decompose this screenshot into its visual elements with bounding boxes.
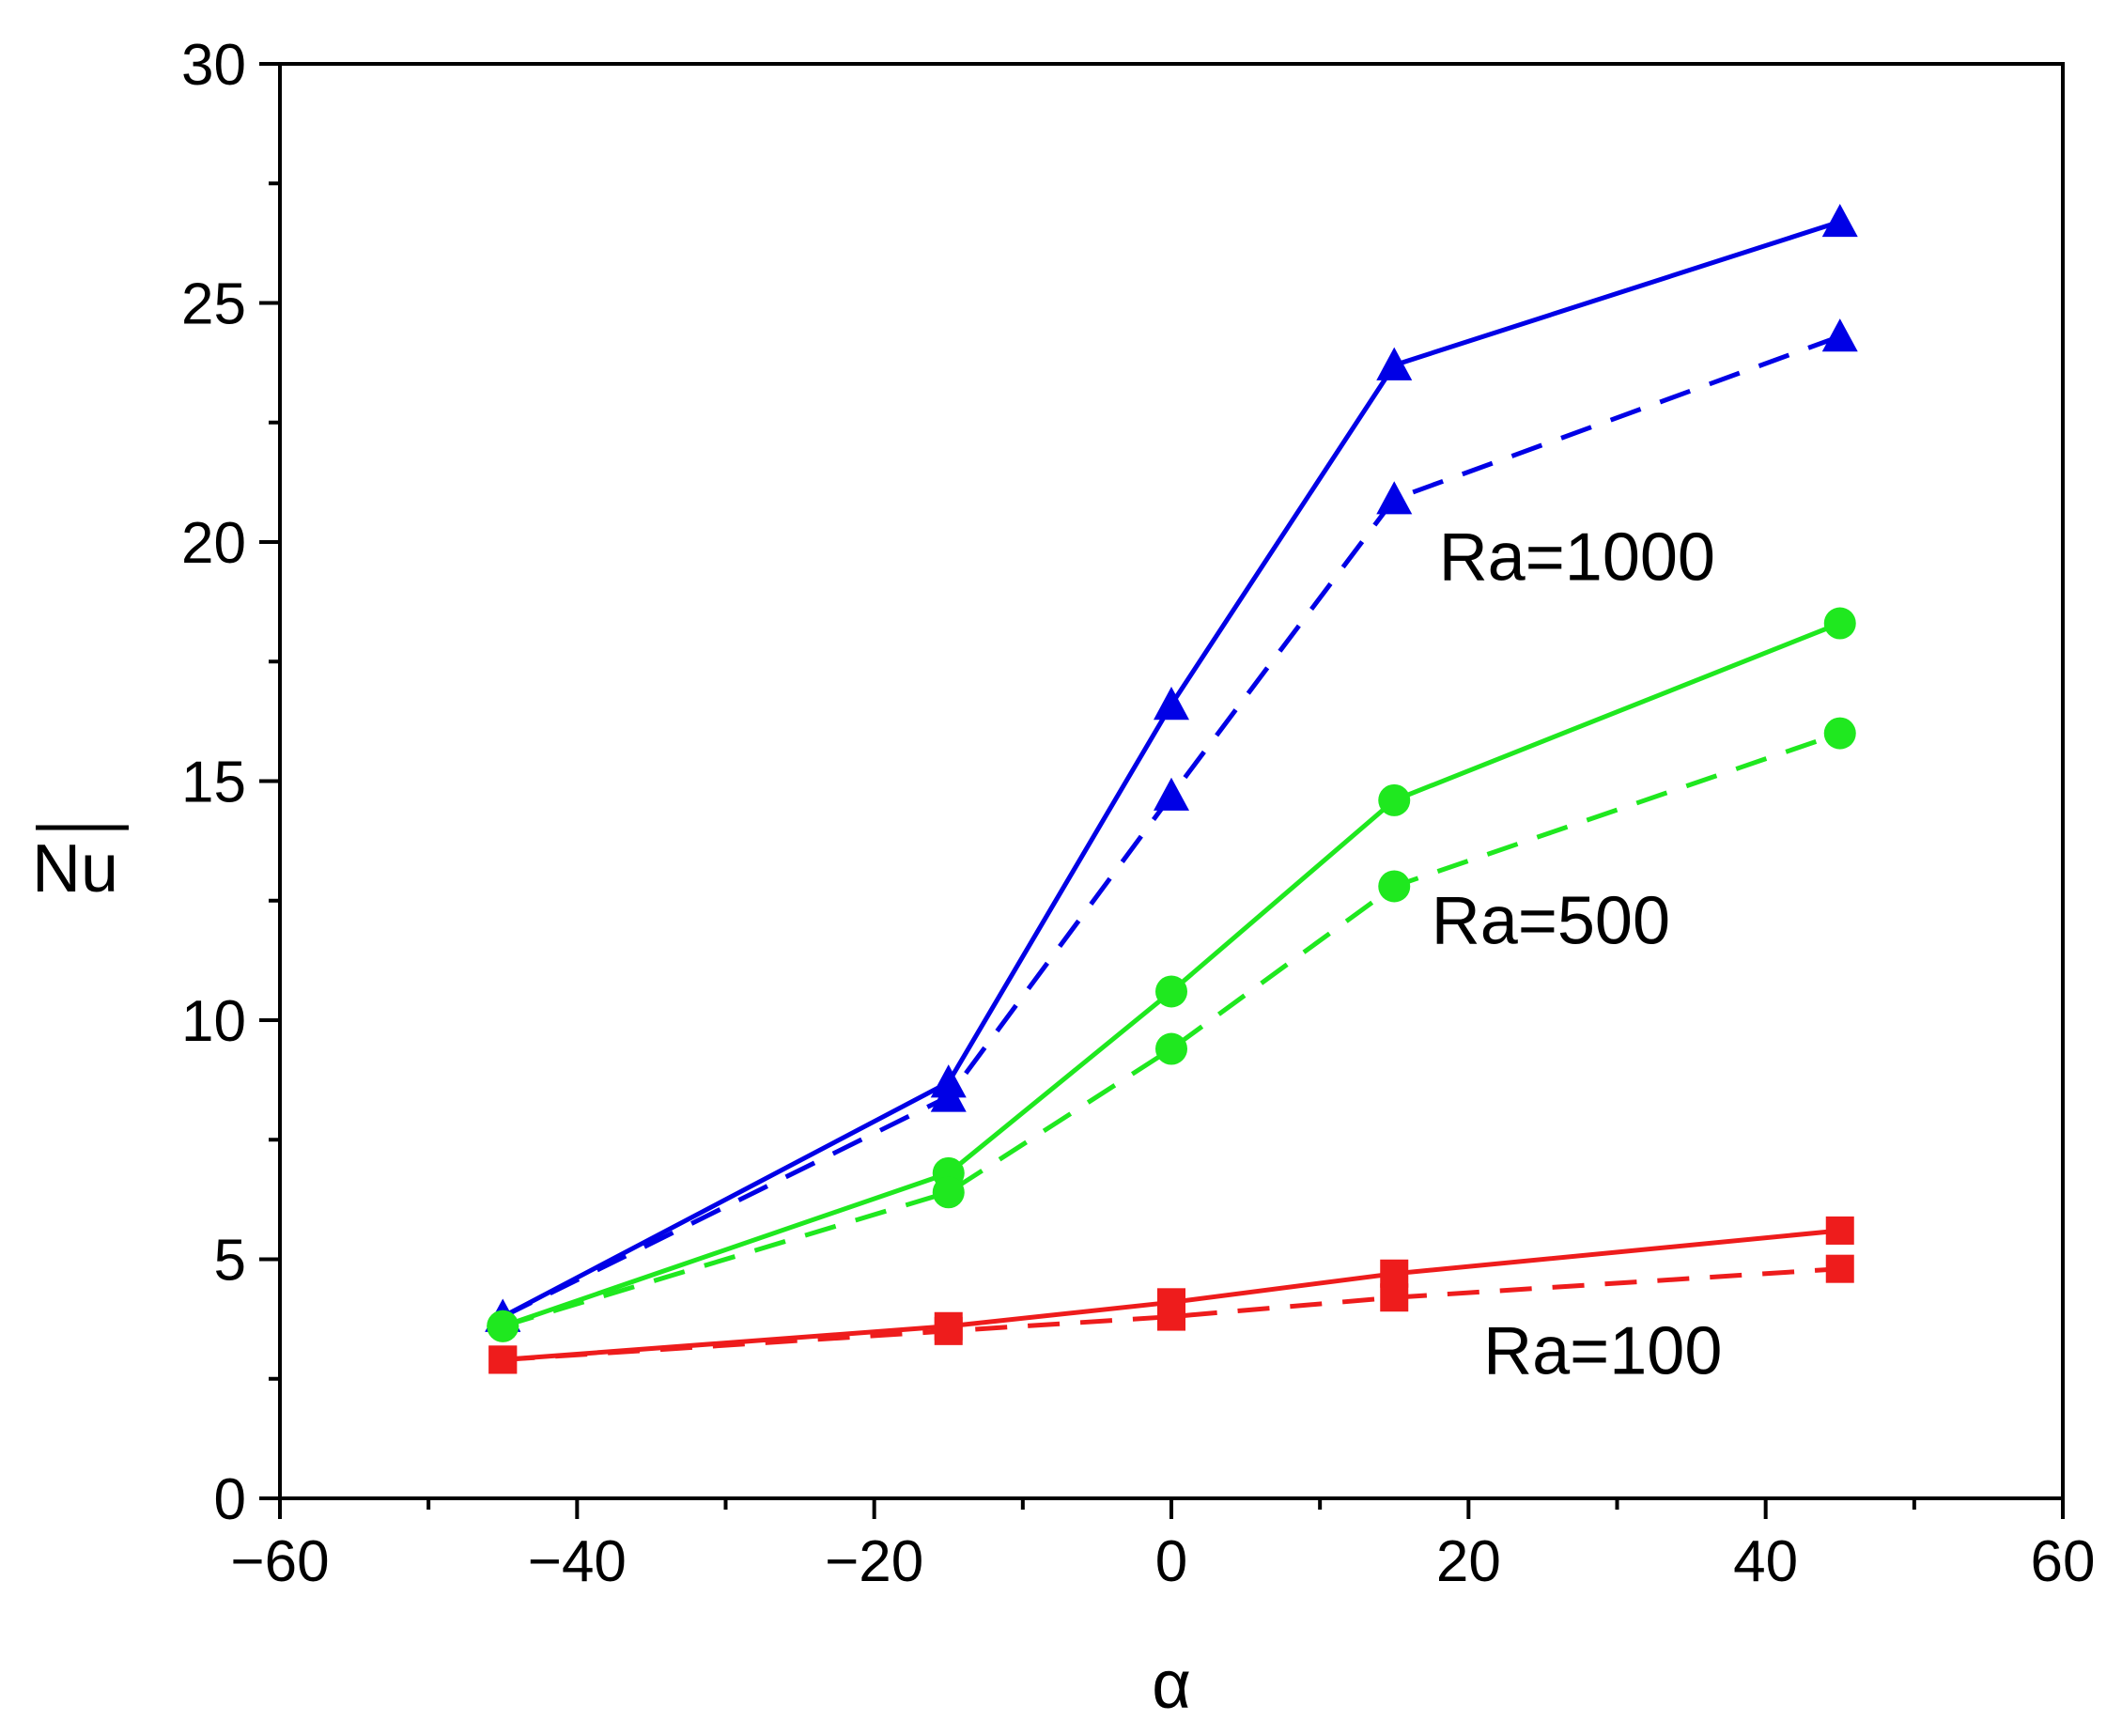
y-tick-label: 20 <box>181 511 246 576</box>
x-tick-label: 20 <box>1436 1529 1501 1594</box>
data-point-circle <box>1155 1032 1187 1065</box>
data-point-square <box>1380 1259 1409 1288</box>
data-point-square <box>488 1345 518 1374</box>
data-point-triangle <box>930 1078 967 1112</box>
data-point-square <box>934 1316 963 1345</box>
series-layer <box>485 203 1858 1374</box>
y-tick-label: 15 <box>181 751 246 815</box>
data-point-triangle <box>1376 481 1413 515</box>
data-point-circle <box>932 1176 965 1209</box>
x-tick-label: −40 <box>528 1529 627 1594</box>
data-point-square <box>1825 1216 1854 1245</box>
y-axis-title: Nu <box>32 831 118 907</box>
data-point-square <box>1380 1283 1409 1312</box>
series-annotation: Ra=100 <box>1483 1314 1722 1389</box>
y-tick-label: 25 <box>181 272 246 337</box>
data-point-circle <box>1155 975 1187 1008</box>
series-annotation: Ra=1000 <box>1439 520 1715 596</box>
x-tick-label: 0 <box>1155 1529 1187 1594</box>
x-tick-label: 60 <box>2031 1529 2096 1594</box>
data-point-square <box>1825 1254 1854 1283</box>
data-point-circle <box>1378 783 1411 816</box>
series-line <box>502 219 1841 1319</box>
data-point-square <box>1157 1302 1185 1331</box>
data-point-circle <box>487 1310 519 1342</box>
x-tick-label: 40 <box>1733 1529 1798 1594</box>
data-point-circle <box>1378 870 1411 903</box>
data-point-triangle <box>1154 687 1189 721</box>
series-6 <box>488 1254 1854 1374</box>
data-point-triangle <box>1821 203 1858 238</box>
series-annotation: Ra=500 <box>1432 884 1670 959</box>
series-2 <box>485 318 1858 1332</box>
annotation-layer: Ra=1000 Ra=500 Ra=100 <box>1432 520 1723 1389</box>
series-line <box>502 333 1841 1319</box>
data-point-circle <box>1823 717 1856 750</box>
y-tick-label: 0 <box>214 1467 246 1532</box>
x-tick-label: −60 <box>230 1529 329 1594</box>
data-point-triangle <box>1821 318 1858 352</box>
x-tick-label: −20 <box>825 1529 923 1594</box>
axis-ticks: −60 −40 −20 0 20 40 60 0 5 10 15 20 25 30 <box>181 33 2095 1594</box>
x-axis-title: α <box>1152 1648 1191 1723</box>
y-tick-label: 30 <box>181 33 246 98</box>
data-point-triangle <box>1376 347 1413 380</box>
series-line <box>502 621 1841 1329</box>
data-point-circle <box>1823 607 1856 640</box>
series-1 <box>485 203 1858 1332</box>
series-4 <box>487 717 1856 1342</box>
data-point-triangle <box>1154 777 1189 811</box>
y-tick-label: 10 <box>181 989 246 1054</box>
series-line <box>502 731 1841 1329</box>
y-tick-label: 5 <box>214 1229 246 1294</box>
